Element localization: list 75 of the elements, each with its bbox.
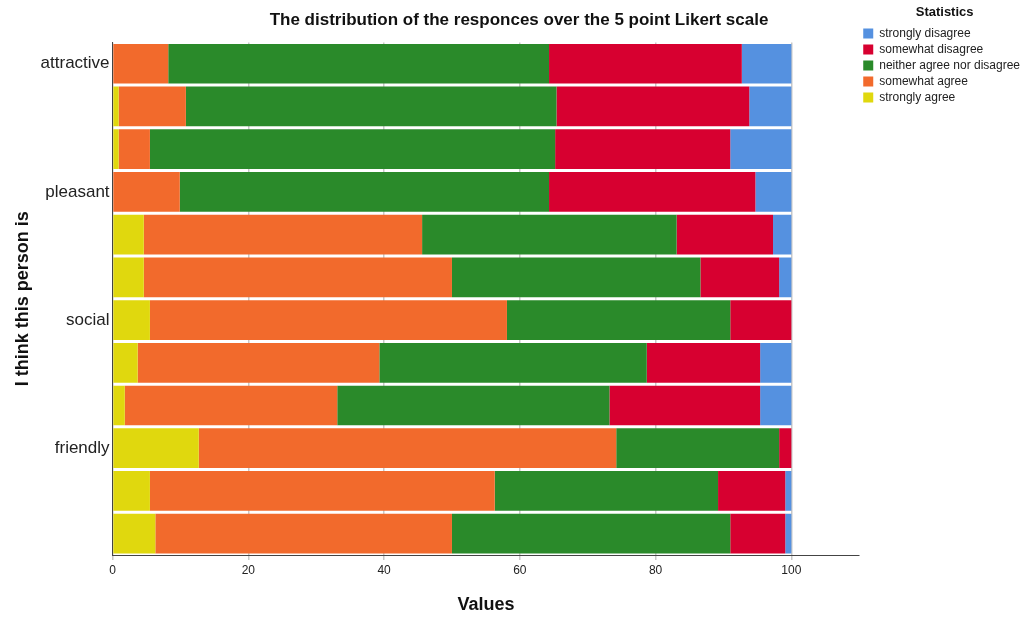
bar bbox=[616, 428, 780, 469]
bar bbox=[185, 86, 557, 127]
legend-label: somewhat disagree bbox=[879, 41, 984, 56]
bar bbox=[555, 129, 731, 170]
x-tick-label: 40 bbox=[377, 562, 392, 577]
bar bbox=[149, 129, 556, 170]
bar bbox=[113, 471, 150, 511]
bar bbox=[113, 300, 150, 340]
x-axis-title: Values bbox=[457, 594, 515, 615]
y-axis-title: I think this person is bbox=[11, 211, 32, 387]
bar bbox=[779, 428, 792, 469]
legend-label: neither agree nor disagree bbox=[879, 57, 1021, 72]
bar bbox=[676, 214, 774, 255]
x-tick-label: 20 bbox=[241, 562, 256, 577]
bar bbox=[646, 342, 761, 383]
y-tick-label: pleasant bbox=[45, 181, 110, 201]
bar bbox=[773, 214, 792, 255]
legend-label: strongly disagree bbox=[879, 25, 971, 40]
bar bbox=[118, 129, 150, 170]
bar bbox=[749, 86, 792, 127]
bar bbox=[549, 172, 756, 212]
bar bbox=[755, 172, 792, 212]
bar bbox=[143, 257, 452, 298]
bar bbox=[451, 257, 701, 298]
bar bbox=[785, 513, 792, 554]
y-tick-label: attractive bbox=[40, 53, 110, 73]
bar bbox=[179, 172, 550, 212]
bar bbox=[113, 43, 169, 84]
x-tick-label: 60 bbox=[513, 562, 527, 577]
bar bbox=[113, 172, 180, 212]
x-tick-label: 80 bbox=[648, 562, 663, 577]
bar bbox=[506, 300, 731, 340]
bar bbox=[137, 342, 380, 383]
bar bbox=[779, 257, 792, 298]
bar bbox=[760, 342, 792, 383]
bar bbox=[741, 43, 792, 84]
bar bbox=[730, 300, 792, 340]
bar bbox=[113, 385, 125, 426]
bar bbox=[118, 86, 186, 127]
bar bbox=[198, 428, 617, 469]
bar bbox=[113, 257, 144, 298]
y-tick-label: friendly bbox=[54, 437, 111, 457]
bar bbox=[451, 513, 731, 554]
legend-label: somewhat agree bbox=[879, 73, 969, 88]
chart-title: The distribution of the responces over the 5 point Likert scale bbox=[269, 9, 769, 29]
bar bbox=[785, 471, 792, 511]
legend-label: strongly agree bbox=[879, 89, 956, 104]
bar bbox=[155, 513, 452, 554]
bar bbox=[549, 43, 742, 84]
bar bbox=[337, 385, 610, 426]
bar bbox=[124, 385, 338, 426]
bar bbox=[113, 86, 119, 127]
bar bbox=[760, 385, 792, 426]
bar bbox=[113, 129, 119, 170]
bar bbox=[718, 471, 786, 511]
bar bbox=[149, 300, 507, 340]
y-tick-label: social bbox=[66, 309, 110, 329]
legend-title: Statistics bbox=[915, 4, 974, 20]
bar bbox=[494, 471, 719, 511]
bar bbox=[379, 342, 647, 383]
bar bbox=[113, 428, 199, 469]
bar bbox=[609, 385, 761, 426]
bar bbox=[556, 86, 750, 127]
bar bbox=[700, 257, 780, 298]
x-tick-label: 0 bbox=[109, 562, 117, 577]
bar bbox=[143, 214, 423, 255]
x-tick-label: 100 bbox=[781, 562, 802, 577]
bar bbox=[730, 129, 792, 170]
bar bbox=[113, 513, 156, 554]
bar bbox=[168, 43, 550, 84]
bar bbox=[422, 214, 677, 255]
bar bbox=[149, 471, 495, 511]
bar bbox=[113, 214, 144, 255]
bar bbox=[730, 513, 786, 554]
bar bbox=[113, 342, 138, 383]
